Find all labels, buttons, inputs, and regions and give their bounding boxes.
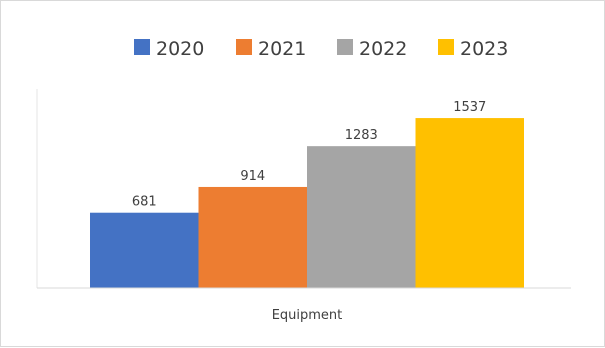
bar-2021 [198, 186, 307, 288]
legend-swatch-2023 [438, 39, 454, 55]
bars-group [90, 118, 524, 288]
legend-swatch-2021 [236, 39, 252, 55]
category-label: Equipment [272, 308, 343, 323]
legend-label-2023: 2023 [460, 38, 508, 60]
legend-swatch-2022 [337, 39, 353, 55]
bar-2020 [90, 212, 199, 288]
data-label-2022: 1283 [345, 128, 378, 143]
data-labels-group: 681 914 1283 1537 [132, 100, 486, 210]
data-label-2023: 1537 [453, 100, 486, 115]
data-label-2020: 681 [132, 195, 157, 210]
category-labels-group: Equipment [272, 308, 343, 323]
bar-2023 [415, 118, 524, 288]
bar-2022 [307, 146, 416, 288]
legend-label-2022: 2022 [359, 38, 407, 60]
legend-swatch-2020 [134, 39, 150, 55]
data-label-2021: 914 [240, 169, 265, 184]
legend-label-2020: 2020 [156, 38, 204, 60]
legend-label-2021: 2021 [258, 38, 306, 60]
chart-legend: 2020 2021 2022 2023 [134, 38, 508, 60]
